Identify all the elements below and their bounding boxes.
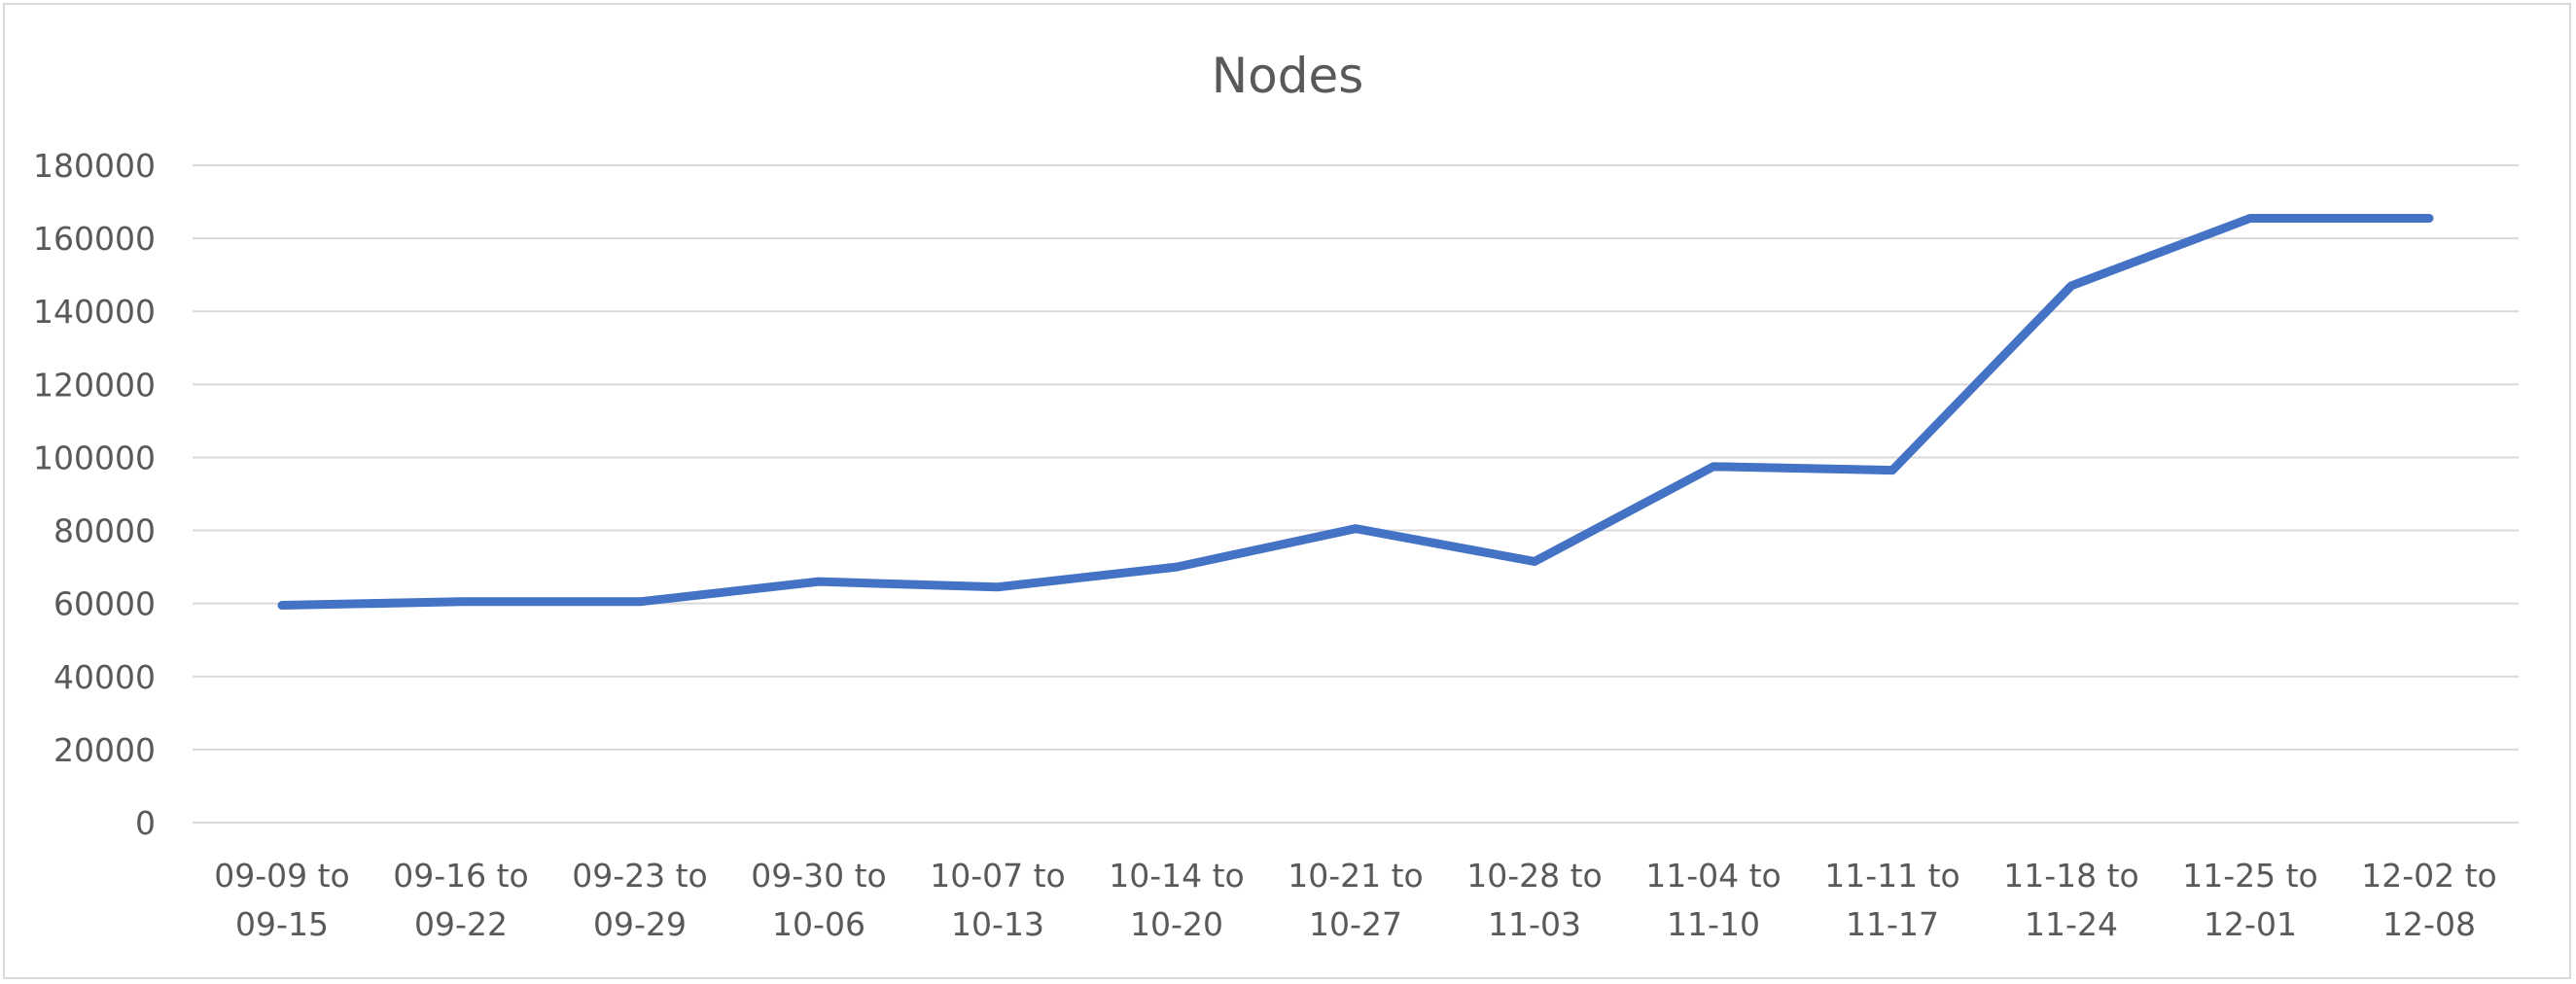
x-tick-label-line: 11-17 — [1846, 905, 1939, 943]
x-tick-label-line: 12-08 — [2382, 905, 2476, 943]
x-tick-label: 11-04 to 11-10 — [1645, 857, 1782, 943]
x-tick-label: 09-09 to 09-15 — [214, 857, 350, 943]
series-line-0 — [277, 213, 2434, 611]
x-tick-label: 10-14 to 10-20 — [1109, 857, 1245, 943]
y-axis-ticks: 0 20000 40000 60000 80000 100000 120000 140000 1… — [33, 147, 156, 842]
y-tick-label: 0 — [135, 804, 156, 842]
x-tick-label-line: 10-28 to — [1466, 857, 1603, 895]
x-tick-label-line: 11-04 to — [1645, 857, 1782, 895]
y-tick-label: 180000 — [33, 147, 156, 185]
x-tick-label: 12-02 to 12-08 — [2361, 857, 2497, 943]
x-tick-label-line: 10-13 — [951, 905, 1044, 943]
x-tick-label-line: 10-07 to — [930, 857, 1066, 895]
x-tick-label-line: 09-23 to — [572, 857, 708, 895]
x-tick-label-line: 09-09 to — [214, 857, 350, 895]
y-tick-label: 60000 — [53, 585, 156, 623]
series-layer — [277, 213, 2434, 611]
x-tick-label-line: 12-02 to — [2361, 857, 2497, 895]
gridlines — [193, 164, 2519, 824]
x-tick-label-line: 10-21 to — [1288, 857, 1424, 895]
x-tick-label: 09-16 to 09-22 — [393, 857, 529, 943]
x-tick-label-line: 11-11 to — [1824, 857, 1960, 895]
x-tick-label-line: 10-06 — [772, 905, 865, 943]
x-tick-label: 09-30 to 10-06 — [751, 857, 887, 943]
x-tick-label-line: 12-01 — [2204, 905, 2297, 943]
y-tick-label: 140000 — [33, 293, 156, 331]
x-tick-label-line: 09-30 to — [751, 857, 887, 895]
x-tick-label: 10-07 to 10-13 — [930, 857, 1066, 943]
x-tick-label: 09-23 to 09-29 — [572, 857, 708, 943]
y-tick-label: 20000 — [53, 731, 156, 769]
x-tick-label-line: 09-15 — [235, 905, 329, 943]
x-tick-label: 10-21 to 10-27 — [1288, 857, 1424, 943]
x-tick-label-line: 10-20 — [1130, 905, 1223, 943]
x-tick-label: 10-28 to 11-03 — [1466, 857, 1603, 943]
x-tick-label: 11-11 to 11-17 — [1824, 857, 1960, 943]
x-tick-label-line: 10-14 to — [1109, 857, 1245, 895]
x-tick-label-line: 09-29 — [593, 905, 687, 943]
y-tick-label: 80000 — [53, 512, 156, 550]
x-tick-label: 11-18 to 11-24 — [2003, 857, 2139, 943]
y-tick-label: 100000 — [33, 439, 156, 476]
x-tick-label-line: 09-22 — [414, 905, 508, 943]
x-tick-label-line: 11-24 — [2025, 905, 2118, 943]
x-tick-label-line: 11-18 to — [2003, 857, 2139, 895]
x-tick-label-line: 09-16 to — [393, 857, 529, 895]
y-tick-label: 160000 — [33, 220, 156, 258]
chart-title: Nodes — [1212, 48, 1364, 104]
x-tick-label-line: 11-10 — [1667, 905, 1760, 943]
x-tick-label-line: 10-27 — [1309, 905, 1402, 943]
x-tick-label-line: 11-25 to — [2182, 857, 2318, 895]
y-tick-label: 120000 — [33, 366, 156, 404]
y-tick-label: 40000 — [53, 658, 156, 696]
x-tick-label: 11-25 to 12-01 — [2182, 857, 2318, 943]
x-tick-label-line: 11-03 — [1488, 905, 1581, 943]
